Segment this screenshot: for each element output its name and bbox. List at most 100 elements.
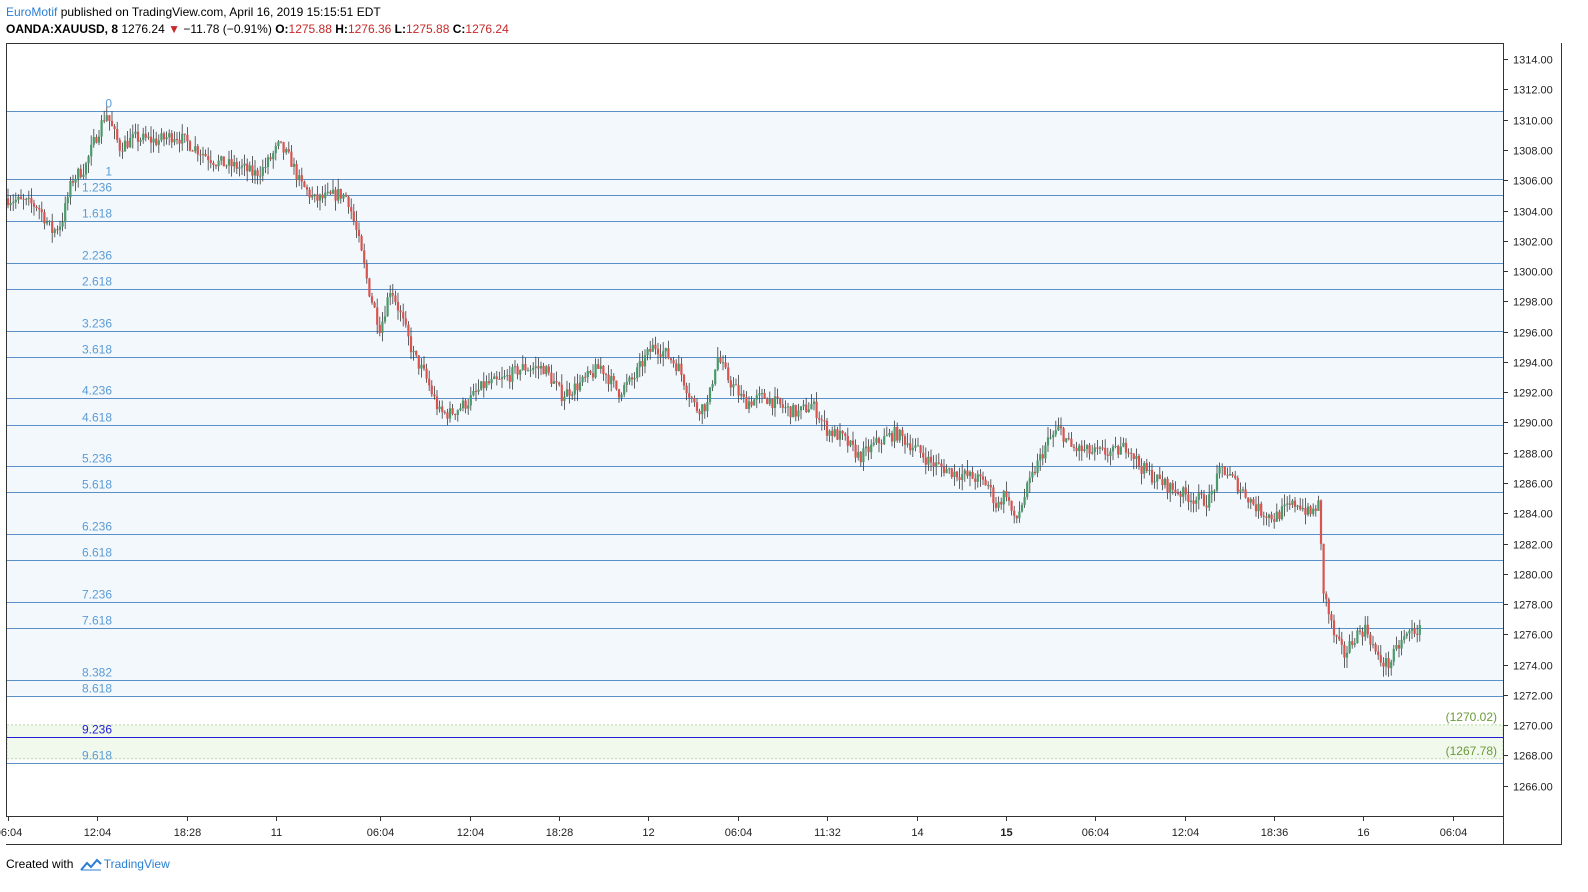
candle-down	[896, 426, 899, 441]
candle-down	[1379, 655, 1382, 663]
fib-level-label: 8.618	[82, 682, 112, 696]
candle-up	[100, 120, 103, 137]
candle-up	[768, 398, 771, 404]
candle-up	[201, 153, 205, 155]
candle-down	[121, 150, 124, 152]
author-link[interactable]: EuroMotif	[6, 5, 58, 19]
price-tick-label: 1272.00	[1513, 691, 1553, 703]
candle-down	[498, 378, 501, 380]
candle-up	[25, 198, 28, 200]
candle-up	[1215, 473, 1219, 491]
candle-up	[849, 440, 852, 446]
candle-down	[1140, 466, 1143, 474]
candle-up	[643, 355, 647, 367]
price-axis[interactable]: 1314.00 1312.00 1310.00 1308.00 1306.00 1304.…	[1503, 55, 1553, 794]
candle-up	[708, 387, 712, 403]
candle-up	[552, 381, 556, 384]
candle-down	[537, 366, 540, 369]
candle-up	[173, 139, 176, 143]
candle-up	[625, 381, 628, 385]
candle-up	[1195, 499, 1198, 504]
candle-up	[12, 202, 15, 204]
candle-up	[732, 384, 735, 388]
candle-down	[781, 404, 784, 408]
tradingview-brand[interactable]: TradingView	[103, 857, 170, 871]
time-axis[interactable]: 06:04 12:04 18:28 11 06:04 12:04 18:28 12 06:04 1…	[0, 816, 1467, 839]
candle-down	[789, 406, 792, 418]
candle-down	[222, 156, 225, 167]
candle-down	[175, 139, 179, 141]
candle-down	[269, 157, 272, 160]
candle-up	[1405, 633, 1408, 637]
candle-down	[727, 367, 730, 381]
candle-down	[820, 419, 823, 421]
candle-up	[753, 399, 756, 406]
candle-down	[1033, 471, 1037, 474]
candle-up	[277, 141, 280, 147]
candle-down	[368, 278, 371, 297]
candle-down	[363, 250, 366, 264]
candle-down	[659, 354, 662, 357]
candle-down	[360, 236, 363, 251]
candle-up	[812, 401, 816, 404]
candle-up	[467, 405, 470, 409]
candle-down	[989, 484, 992, 488]
candle-up	[90, 144, 93, 157]
candle-down	[591, 373, 595, 378]
candle-down	[344, 194, 348, 197]
close-value: 1276.24	[465, 22, 509, 36]
candle-up	[784, 407, 787, 409]
candle-up	[968, 471, 972, 476]
candle-up	[1169, 483, 1172, 493]
candle-down	[443, 411, 446, 413]
candle-down	[1174, 489, 1177, 494]
candle-up	[1020, 504, 1024, 512]
candle-down	[734, 384, 738, 386]
candle-down	[669, 358, 673, 361]
candle-up	[799, 406, 803, 411]
candle-down	[508, 375, 511, 382]
candle-up	[318, 194, 322, 201]
candle-down	[155, 138, 158, 145]
price-tick-label: 1266.00	[1513, 782, 1553, 794]
candle-up	[74, 178, 77, 183]
candle-up	[883, 436, 886, 445]
candle-up	[872, 442, 875, 445]
candle-up	[381, 321, 384, 333]
candle-up	[58, 226, 62, 230]
candle-down	[1351, 641, 1354, 645]
candle-down	[836, 429, 839, 440]
candle-up	[1400, 639, 1403, 649]
price-tick-label: 1286.00	[1513, 479, 1553, 491]
candle-down	[729, 380, 732, 388]
candle-up	[14, 199, 17, 203]
candle-up	[701, 404, 704, 415]
candle-down	[818, 418, 821, 420]
candle-down	[932, 462, 935, 467]
candle-down	[994, 503, 998, 508]
candle-down	[1254, 504, 1258, 512]
candle-down	[474, 390, 478, 392]
candle-up	[623, 384, 626, 395]
candle-down	[924, 457, 927, 465]
candle-up	[92, 137, 95, 145]
price-tick-label: 1292.00	[1513, 388, 1553, 400]
price-tick-label: 1294.00	[1513, 358, 1553, 370]
target-level-label: 9.236	[82, 723, 112, 737]
candle-up	[1083, 449, 1086, 452]
candle-down	[1176, 493, 1180, 495]
candle-up	[529, 369, 532, 371]
candle-down	[558, 382, 561, 385]
candle-down	[667, 348, 670, 359]
candle-up	[142, 133, 145, 141]
candle-up	[87, 156, 90, 164]
candle-up	[259, 175, 262, 177]
candle-up	[506, 375, 509, 377]
candle-up	[383, 316, 387, 322]
candle-down	[779, 398, 782, 405]
candle-up	[461, 400, 465, 409]
candle-up	[578, 382, 582, 391]
candle-down	[214, 165, 218, 167]
time-tick-label: 06:04	[0, 827, 22, 839]
